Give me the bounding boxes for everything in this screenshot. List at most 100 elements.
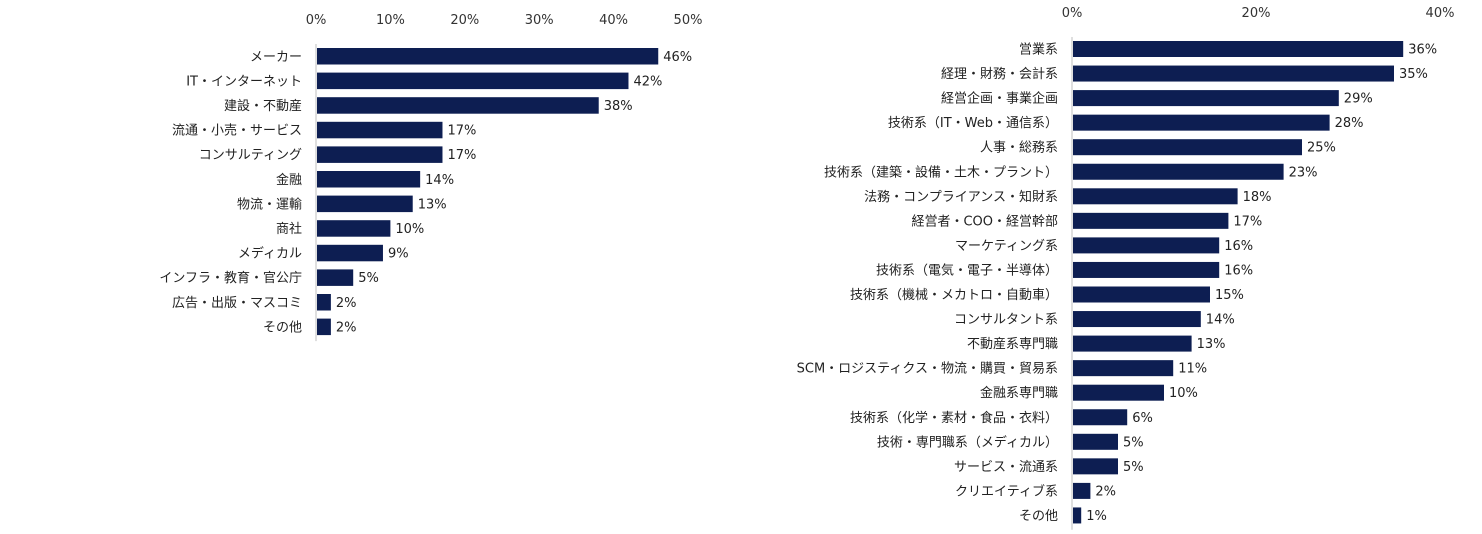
data-label: 17%: [447, 148, 476, 163]
category-label: 法務・コンプライアンス・知財系: [864, 189, 1058, 205]
category-label: 不動産系専門職: [967, 336, 1058, 352]
bar: [1073, 163, 1284, 180]
x-tick-label: 50%: [674, 13, 703, 28]
data-label: 16%: [1224, 239, 1253, 254]
category-label: 金融: [276, 172, 302, 188]
data-label: 13%: [418, 197, 447, 212]
bar: [317, 195, 413, 213]
data-label: 1%: [1086, 509, 1107, 524]
data-label: 29%: [1344, 92, 1373, 107]
bar: [1073, 114, 1330, 131]
data-label: 14%: [1206, 313, 1235, 328]
data-label: 35%: [1399, 67, 1428, 82]
category-label: 技術系（建築・設備・土木・プラント）: [824, 164, 1058, 180]
data-label: 28%: [1335, 116, 1364, 131]
data-label: 2%: [336, 296, 357, 311]
x-tick-label: 0%: [306, 13, 327, 28]
data-label: 10%: [395, 222, 424, 237]
data-label: 5%: [1123, 460, 1144, 475]
category-label: コンサルタント系: [954, 313, 1058, 328]
bar: [1073, 335, 1192, 352]
category-label: 人事・総務系: [980, 141, 1058, 156]
data-label: 5%: [1123, 435, 1144, 450]
category-label: クリエイティブ系: [955, 483, 1058, 499]
bar: [317, 48, 659, 65]
bar: [317, 269, 354, 286]
data-label: 2%: [336, 320, 357, 335]
data-label: 11%: [1178, 362, 1207, 377]
bar: [317, 121, 443, 139]
bar: [1073, 311, 1201, 328]
data-label: 46%: [663, 50, 692, 65]
category-label: 広告・出版・マスコミ: [172, 296, 302, 311]
x-tick-label: 10%: [376, 13, 405, 28]
data-label: 16%: [1224, 263, 1253, 278]
data-label: 13%: [1197, 337, 1226, 352]
x-tick-label: 40%: [599, 13, 628, 28]
category-label: 技術系（IT・Web・通信系）: [888, 116, 1058, 131]
category-label: IT・インターネット: [186, 74, 302, 89]
industry-bar-chart: 0% 10% 20% 30% 40% 50% メーカー 46% IT・インターネット 42% 建設・…: [159, 13, 703, 342]
category-label: メディカル: [238, 246, 302, 262]
bar: [1073, 90, 1339, 107]
bar: [1073, 384, 1164, 401]
bar: [317, 318, 331, 336]
data-label: 25%: [1307, 141, 1336, 156]
bar: [1073, 458, 1118, 475]
bar: [317, 72, 629, 90]
category-label: マーケティング系: [955, 239, 1058, 254]
x-tick-label: 0%: [1062, 6, 1083, 21]
category-label: その他: [1019, 509, 1058, 524]
category-label: 金融系専門職: [980, 385, 1058, 401]
category-label: 経営者・COO・経営幹部: [911, 213, 1058, 229]
category-label: メーカー: [250, 50, 302, 65]
bar: [1073, 482, 1091, 499]
bar: [1073, 41, 1404, 57]
bar: [1073, 409, 1128, 426]
x-tick-label: 20%: [450, 13, 479, 28]
bar: [317, 244, 383, 262]
job-category-bar-chart: 0% 20% 40% 営業系 36% 経理・財務・会計系 35% 経営企画・事業企画 29% 技術…: [797, 6, 1455, 530]
data-label: 18%: [1243, 190, 1272, 205]
category-label: 建設・不動産: [224, 98, 302, 114]
category-label: 技術・専門職系（メディカル）: [877, 434, 1058, 450]
category-label: 商社: [276, 221, 302, 237]
data-label: 9%: [388, 247, 409, 262]
category-label: 経営企画・事業企画: [941, 91, 1058, 107]
bar: [1073, 188, 1238, 205]
data-label: 23%: [1289, 165, 1318, 180]
data-label: 42%: [633, 74, 662, 89]
data-label: 14%: [425, 173, 454, 188]
data-label: 10%: [1169, 386, 1198, 401]
bar: [1073, 65, 1394, 82]
data-label: 17%: [1233, 214, 1262, 229]
x-tick-label: 30%: [525, 13, 554, 28]
category-label: 流通・小売・サービス: [172, 123, 302, 139]
bar: [317, 146, 443, 163]
data-label: 36%: [1408, 43, 1437, 58]
bar: [317, 294, 331, 311]
bar: [1073, 237, 1220, 254]
category-label: 技術系（化学・素材・食品・衣料）: [850, 410, 1058, 426]
bar: [1073, 433, 1118, 450]
data-label: 15%: [1215, 288, 1244, 303]
category-label: 物流・運輸: [237, 197, 302, 212]
bar: [317, 171, 421, 188]
bar: [317, 97, 599, 114]
category-label: その他: [263, 320, 302, 335]
category-label: SCM・ロジスティクス・物流・購買・貿易系: [797, 362, 1058, 377]
data-label: 6%: [1132, 411, 1153, 426]
category-label: 経理・財務・会計系: [941, 66, 1058, 82]
bar: [1073, 139, 1302, 156]
x-tick-label: 40%: [1426, 6, 1455, 21]
data-label: 2%: [1095, 484, 1116, 499]
data-label: 5%: [358, 271, 379, 286]
category-label: コンサルティング: [199, 148, 302, 163]
bar: [1073, 212, 1229, 229]
bar: [1073, 360, 1174, 377]
bar: [1073, 286, 1210, 303]
x-tick-label: 20%: [1242, 6, 1271, 21]
category-label: 技術系（電気・電子・半導体）: [876, 262, 1058, 278]
bar: [1073, 507, 1082, 524]
